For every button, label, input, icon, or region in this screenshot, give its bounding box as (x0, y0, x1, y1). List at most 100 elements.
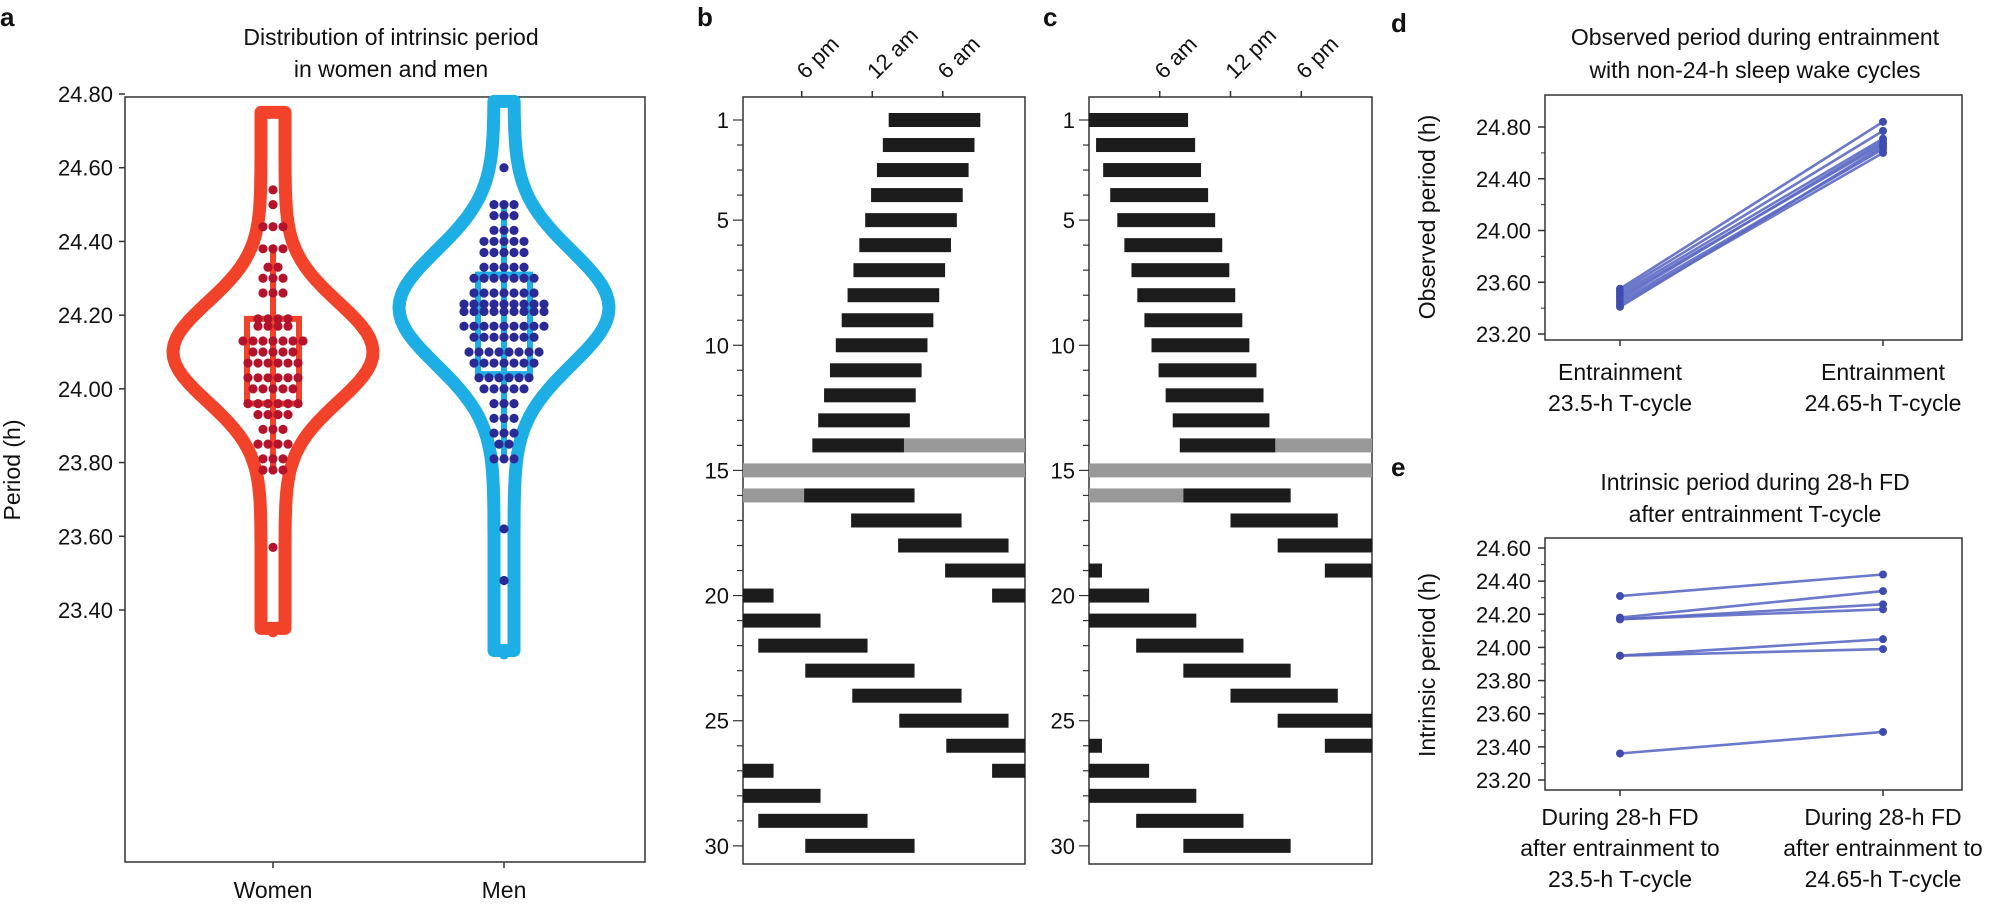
dot-women (283, 373, 293, 383)
dot-women (248, 336, 258, 346)
panel-b-hour-ticks: 6 pm 12 am 6 am (792, 23, 985, 97)
dot-women (263, 358, 273, 368)
dot-men (479, 332, 489, 342)
dot-men (479, 236, 489, 247)
violin-women (166, 105, 380, 635)
c-sleep-bar-day-26 (1324, 738, 1372, 753)
dot-men (489, 299, 499, 309)
dot-women (263, 439, 273, 449)
e-series-point-end-1 (1879, 570, 1887, 579)
b-sleep-bar-day-5 (865, 213, 957, 228)
dot-women (268, 347, 278, 357)
e-series-point-start-4 (1616, 615, 1624, 624)
c-day-label-5: 5 (1063, 208, 1075, 233)
d-series-point-end-2 (1879, 126, 1887, 135)
dot-women (283, 358, 293, 368)
b-sleep-bar-day-24 (852, 688, 962, 703)
c-sleep-bar-day-30 (1183, 838, 1291, 853)
panel-e-title-line2: after entrainment T-cycle (1629, 501, 1882, 527)
panel-e-title-line1: Intrinsic period during 28-h FD (1600, 469, 1909, 495)
outlier-dot-men (499, 163, 509, 173)
dot-women (263, 321, 273, 331)
c-day-label-25: 25 (1051, 709, 1075, 734)
dot-men (499, 399, 509, 409)
c-sleep-bar-day-6 (1124, 238, 1223, 253)
dot-women (268, 465, 278, 475)
c-sleep-bar-day-27 (1089, 763, 1150, 778)
c-hour-tick-label-1: 12 pm (1220, 23, 1281, 84)
b-sleep-bar-day-13 (818, 413, 910, 428)
dot-women (258, 244, 268, 254)
dot-women (283, 399, 293, 409)
dot-women (293, 373, 303, 383)
dot-women (258, 454, 268, 464)
b-gap-bar-2 (743, 488, 805, 503)
b-sleep-bar-day-30 (805, 838, 915, 853)
dot-men (499, 384, 509, 394)
e-category-1-line-2: 24.65-h T-cycle (1805, 866, 1962, 892)
panel-a-ytick-label-1: 24.60 (58, 156, 113, 181)
b-sleep-bar-day-9 (841, 313, 934, 328)
c-day-label-10: 10 (1051, 333, 1075, 358)
outlier-dot-women (268, 542, 278, 552)
b-sleep-bar-day-29 (758, 813, 868, 828)
e-ytick-label-1: 24.40 (1476, 569, 1531, 594)
e-ytick-label-2: 24.20 (1476, 602, 1531, 627)
panel-e-yticks: 24.60 24.40 24.20 24.00 23.80 23.60 23.40 23.20 (1476, 536, 1545, 793)
dot-women (253, 439, 263, 449)
c-day-label-20: 20 (1051, 584, 1075, 609)
panel-c-bars (1089, 113, 1372, 853)
b-hour-tick-label-1: 12 am (862, 23, 923, 84)
b-sleep-bar-day-11 (829, 363, 922, 378)
b-sleep-bar-day-17 (851, 513, 962, 528)
dot-men (509, 454, 519, 464)
panel-a-ytick-label-4: 24.00 (58, 377, 113, 402)
panel-e-frame (1544, 537, 1963, 791)
b-gap-bar-1 (743, 463, 1025, 478)
dot-men (499, 306, 509, 317)
dot-women (273, 373, 283, 383)
dot-men (469, 299, 479, 309)
dot-men (509, 288, 519, 298)
d-series-line-2 (1619, 129, 1884, 293)
dot-women (268, 222, 278, 232)
dot-men (479, 384, 489, 394)
d-category-0-line-1: 23.5-h T-cycle (1548, 390, 1692, 416)
dot-women (248, 384, 258, 394)
c-sleep-bar-day-19 (1324, 563, 1372, 578)
dot-men (514, 347, 524, 357)
c-day-label-15: 15 (1051, 458, 1075, 483)
panel-label-d: d (1391, 8, 1407, 38)
b-sleep-bar-day-23 (805, 663, 915, 678)
c-sleep-bar-day-29 (1136, 813, 1244, 828)
dot-men (519, 273, 529, 283)
dot-men (504, 347, 514, 357)
dot-men (509, 321, 519, 331)
c-gap-bar-2 (1089, 488, 1184, 503)
dot-women (258, 465, 268, 475)
b-sleep-bar-day-25 (899, 713, 1009, 728)
dot-women (268, 424, 278, 434)
panel-a-ytick-label-6: 23.60 (58, 524, 113, 549)
dot-women (253, 314, 263, 324)
dot-men (519, 306, 529, 317)
b-sleep-bar-day-2 (882, 138, 975, 153)
dot-men (539, 299, 549, 309)
b-sleep-bar-day-7 (853, 263, 946, 278)
c-sleep-bar-day-16 (1183, 488, 1291, 503)
b-sleep-bar-day-18 (898, 538, 1009, 553)
c-sleep-bar-day-25 (1277, 713, 1372, 728)
c-sleep-bar-day-14 (1179, 438, 1276, 453)
dot-women (283, 410, 293, 420)
dot-men (469, 273, 479, 283)
c-sleep-bar-day-23 (1183, 663, 1291, 678)
dot-men (499, 299, 509, 309)
panel-b-bars (743, 113, 1025, 853)
dot-women (288, 384, 298, 394)
violin-men (392, 94, 616, 657)
dot-men (524, 373, 534, 383)
b-sleep-bar-day-20 (743, 588, 774, 603)
e-category-1-line-1: after entrainment to (1783, 835, 1982, 861)
e-category-0-line-2: 23.5-h T-cycle (1548, 866, 1692, 892)
